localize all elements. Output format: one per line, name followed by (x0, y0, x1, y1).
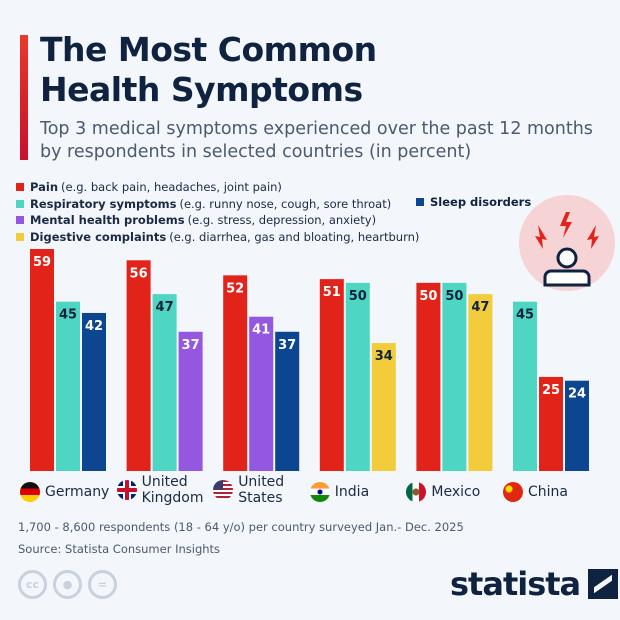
legend-desc: (e.g. back pain, headaches, joint pain) (61, 180, 282, 194)
bar-pain (223, 275, 248, 471)
data-label: 56 (130, 266, 148, 281)
logo-text: statista (450, 565, 581, 603)
data-label: 45 (516, 308, 534, 323)
data-label: 34 (375, 349, 393, 364)
legend-swatch (16, 199, 24, 208)
data-label: 50 (349, 289, 367, 304)
bar-resp (442, 282, 467, 471)
data-label: 50 (419, 289, 437, 304)
legend-label: Mental health problems (30, 213, 185, 227)
legend-label: Pain (30, 180, 59, 194)
legend-desc: (e.g. runny nose, cough, sore throat) (179, 196, 392, 211)
data-label: 41 (252, 323, 270, 338)
country-name: United States (238, 474, 285, 506)
flag-icon (213, 480, 234, 500)
survey-note: 1,700 - 8,600 respondents (18 - 64 y/o) … (18, 520, 464, 534)
bar-resp (56, 301, 80, 471)
legend-label: Respiratory symptoms (30, 196, 177, 211)
flag-icon (20, 482, 40, 502)
bar-pain (416, 282, 441, 471)
bar-dig (468, 294, 493, 471)
country-name: Germany (45, 484, 110, 500)
page-title: The Most Common Health Symptoms (40, 30, 377, 110)
legend-label: Sleep disorders (430, 195, 532, 209)
category-label: China (503, 482, 596, 502)
footnote: 1,700 - 8,600 respondents (18 - 64 y/o) … (18, 516, 464, 560)
bar-pain (30, 249, 54, 471)
data-label: 24 (568, 387, 586, 402)
legend-swatch (16, 183, 24, 192)
attribution-icon[interactable]: ● (53, 570, 82, 599)
data-label: 37 (182, 338, 200, 353)
data-label: 51 (323, 285, 341, 300)
legend-item-sleep: Sleep disorders (416, 195, 534, 209)
category-label: Germany (20, 482, 113, 502)
legend-item-mental: Mental health problems (e.g. stress, depr… (16, 212, 419, 229)
data-label: 47 (156, 300, 174, 315)
category-label: United Kingdom (116, 474, 210, 506)
bar-sleep (275, 331, 300, 471)
category-label: India (309, 482, 403, 502)
country-name: India (334, 484, 370, 500)
legend-label: Digestive complaints (30, 229, 167, 244)
flag-icon (116, 480, 137, 500)
symptom-icon (519, 195, 615, 291)
bar-mental (249, 316, 274, 471)
logo-mark-icon (588, 569, 619, 599)
legend-item-dig: Digestive complaints (e.g. diarrhea, gas … (16, 229, 419, 246)
category-label: United States (213, 474, 306, 506)
flag-icon (406, 482, 427, 502)
license-icons: cc ● = (18, 570, 117, 599)
flag-icon (503, 482, 523, 502)
legend-item-resp: Respiratory symptoms (e.g. runny nose, co… (16, 196, 419, 213)
bar-resp (513, 301, 537, 471)
no-derivatives-icon[interactable]: = (88, 570, 117, 599)
bar-sleep (82, 312, 106, 471)
legend: Pain (e.g. back pain, headaches, joint pa… (16, 179, 419, 245)
statista-logo[interactable]: statista (450, 565, 619, 603)
title-accent-bar (20, 35, 28, 160)
subtitle: Top 3 medical symptoms experienced over … (40, 119, 593, 162)
data-label: 47 (471, 300, 489, 315)
cc-icon[interactable]: cc (18, 570, 47, 599)
bar-dig (371, 343, 396, 471)
legend-swatch (16, 216, 24, 225)
legend-desc: (e.g. diarrhea, gas and bloating, heartb… (169, 229, 420, 244)
legend-swatch (16, 232, 24, 241)
country-name: Mexico (431, 484, 481, 500)
bar-pain (319, 279, 344, 471)
title-line: The Most Common (40, 30, 377, 69)
data-label: 45 (59, 308, 77, 323)
category-label: Mexico (406, 482, 499, 502)
bar-pain (126, 260, 151, 471)
data-label: 42 (85, 319, 103, 334)
legend-desc: (e.g. stress, depression, anxiety) (187, 213, 377, 227)
data-label: 59 (33, 255, 51, 270)
data-label: 52 (226, 281, 244, 296)
country-name: China (528, 484, 568, 500)
data-label: 25 (542, 383, 560, 398)
bar-sleep (565, 380, 589, 471)
bar-mental (178, 331, 203, 471)
flag-icon (309, 482, 330, 502)
legend-swatch (416, 198, 424, 206)
bar-resp (345, 282, 370, 471)
bar-pain (539, 376, 563, 471)
data-label: 50 (445, 289, 463, 304)
title-line: Health Symptoms (40, 70, 363, 109)
source: Source: Statista Consumer Insights (18, 542, 221, 556)
data-label: 37 (278, 338, 296, 353)
country-name: United Kingdom (141, 474, 204, 506)
bar-resp (152, 294, 177, 471)
legend-item-pain: Pain (e.g. back pain, headaches, joint pa… (16, 179, 419, 196)
